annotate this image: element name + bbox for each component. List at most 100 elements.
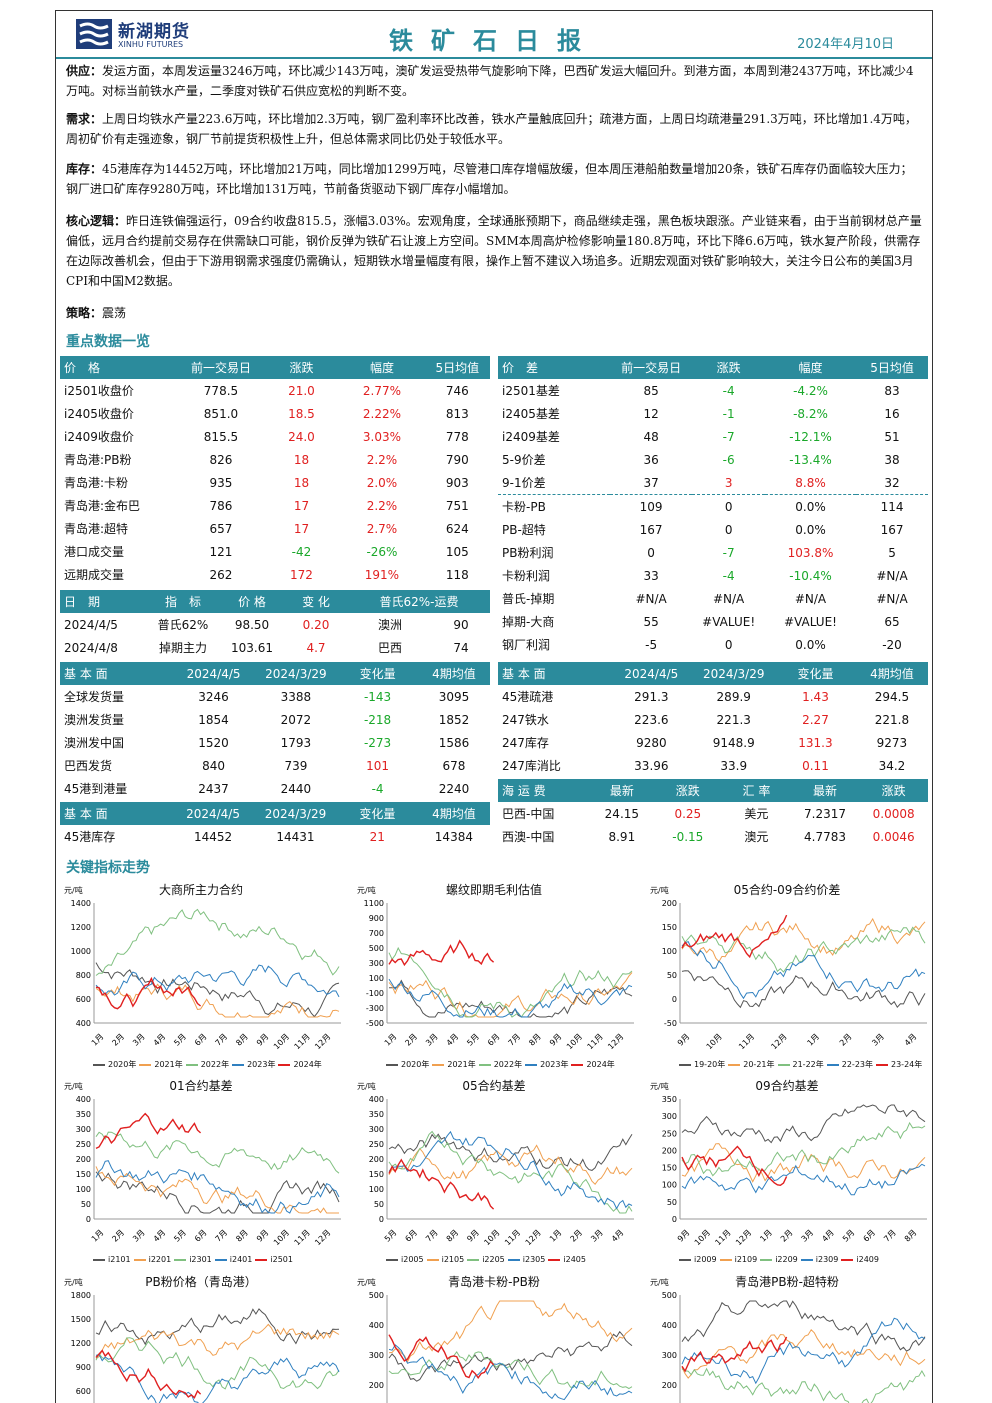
table-cell: 167 (880, 522, 904, 537)
trend-chart: 200 150 100 50 0 -50 9月 10月 11月 12月 1月 2月 3月 4月 元/吨 05合… (642, 881, 932, 1071)
x-tick-label: 2月 (403, 1032, 419, 1048)
table-cell: 33.96 (634, 758, 669, 773)
series-line (95, 1308, 340, 1346)
table-cell: i2405收盘价 (64, 407, 134, 421)
table-cell: -13.4% (789, 452, 832, 467)
chart-unit: 元/吨 (650, 1082, 669, 1091)
freight-fx-table: 海 运 费最新 涨跌汇 率最新 涨跌 巴西-中国 24.15 0.25 美元 7.2317 0.… (498, 779, 928, 848)
table-header-cell: 幅度 (764, 356, 857, 379)
table-row: i2501基差 85 -4 -4.2% 83 (498, 379, 928, 402)
table-cell: 14384 (434, 829, 473, 844)
table-cell: #VALUE! (702, 614, 756, 629)
x-tick-label: 10月 (705, 1032, 724, 1051)
x-tick-label: 10月 (272, 1228, 291, 1247)
x-tick-label: 10月 (272, 1032, 291, 1051)
chart-legend: 19-20年 20-21年 21-22年 22-23年 23-24年 (676, 1059, 922, 1070)
table-cell: 普氏62% (157, 618, 209, 632)
table-cell: -218 (363, 712, 392, 727)
x-tick-label: 12月 (734, 1228, 753, 1247)
table-cell: 221.8 (874, 712, 910, 727)
table-cell: 903 (445, 475, 469, 490)
table-row: 卡粉利润 33 -4 -10.4% #N/A (498, 564, 928, 587)
table-cell: 0.0008 (872, 806, 915, 821)
table-header-cell: 2024/4/5 (172, 662, 255, 685)
series-line (388, 1144, 633, 1185)
table-cell: 935 (209, 475, 233, 490)
table-cell: 172 (290, 567, 313, 582)
table-header-cell: 5日均值 (424, 356, 490, 379)
spread-table: 价 差前一交易日 涨跌 幅度 5日均值 i2501基差 85 -4 -4.2% 83 i2405基… (498, 356, 928, 656)
table-cell: 澳洲 (378, 618, 403, 632)
table-cell: 5-9价差 (502, 453, 546, 467)
table-cell: 16 (884, 406, 900, 421)
series-line (95, 1353, 340, 1403)
y-tick-label: 50 (81, 1200, 91, 1209)
table-header-cell: 5日均值 (856, 356, 928, 379)
table-cell: 0 (647, 545, 655, 560)
table-row: 5-9价差 36 -6 -13.4% 38 (498, 448, 928, 471)
table-cell: 青岛港:卡粉 (64, 476, 129, 490)
table-header-cell: 价 格 (220, 590, 284, 613)
x-tick-label: 11月 (713, 1228, 732, 1247)
table-cell: #N/A (635, 591, 667, 606)
y-tick-label: 200 (76, 1155, 91, 1164)
y-tick-label: 150 (76, 1170, 91, 1179)
y-tick-label: 1500 (71, 1315, 91, 1324)
chart-legend: 2020年 2021年 2022年 2023年 2024年 (90, 1059, 322, 1070)
y-tick-label: 100 (662, 947, 677, 956)
table-cell: 0.0% (795, 499, 826, 514)
series-line (388, 1130, 633, 1210)
chart-title: 青岛港卡粉-PB粉 (448, 1275, 540, 1289)
series-line (95, 1323, 340, 1360)
table-cell: 4.7783 (804, 829, 847, 844)
table-cell: -7 (722, 429, 735, 444)
series-line (681, 1104, 926, 1144)
trend-chart: 1100 900 700 500 300 100 -100 -300 -500 1月 2月 3月 4月 5… (349, 881, 639, 1071)
table-row: 巴西-中国 24.15 0.25 美元 7.2317 0.0008 (498, 802, 928, 825)
series-line (95, 908, 340, 976)
x-tick-label: 4月 (152, 1228, 168, 1244)
table-row: 青岛港:卡粉 935 18 2.0% 903 (60, 471, 490, 494)
table-cell: 8.91 (608, 829, 636, 844)
table-cell: i2501基差 (502, 384, 560, 398)
x-tick-label: 10月 (565, 1032, 584, 1051)
supply-paragraph: 供应：发运方面，本周发运量3246万吨，环比减少143万吨，澳矿发运受热带气旋影… (66, 64, 914, 98)
table-header-cell: 价 差 (498, 356, 610, 379)
x-tick-label: 5月 (172, 1228, 188, 1244)
y-tick-label: 400 (76, 1019, 91, 1028)
series-line (681, 1163, 926, 1196)
y-tick-label: 0 (86, 1215, 91, 1224)
x-tick-label: 9月 (548, 1032, 564, 1048)
table-cell: 105 (445, 544, 469, 559)
table-row: 247库消比 33.96 33.9 0.11 34.2 (498, 754, 928, 777)
series-line (681, 1300, 926, 1352)
report-date: 2024年4月10日 (797, 37, 894, 52)
table-cell: 3388 (280, 689, 312, 704)
table-cell: 48 (643, 429, 659, 444)
y-tick-label: -100 (366, 989, 384, 998)
y-tick-label: 100 (76, 1185, 91, 1194)
table-header-cell: 基 本 面 (498, 662, 611, 685)
x-tick-label: 7月 (424, 1228, 440, 1244)
y-tick-label: 1800 (71, 1291, 91, 1300)
table-cell: i2405基差 (502, 407, 560, 421)
table-cell: 17 (293, 498, 310, 513)
y-tick-label: 200 (662, 899, 677, 908)
table-row: 钢厂利润 -5 0 0.0% -20 (498, 633, 928, 656)
series-line (388, 1334, 495, 1379)
y-tick-label: 50 (667, 1198, 677, 1207)
table-row: PB-超特 167 0 0.0% 167 (498, 518, 928, 541)
table-cell: 0.0% (795, 637, 826, 652)
x-tick-label: 3月 (131, 1032, 147, 1048)
table-cell: 0.11 (802, 758, 829, 773)
table-header-cell: 涨跌 (263, 356, 340, 379)
table-cell: #VALUE! (784, 614, 837, 629)
table-cell: 澳元 (744, 830, 769, 844)
table-cell: 778 (445, 429, 469, 444)
y-tick-label: 100 (369, 974, 384, 983)
x-tick-label: 3月 (424, 1032, 440, 1048)
chart-title: PB粉价格（青岛港） (145, 1275, 257, 1289)
table-cell: -7 (722, 545, 735, 560)
chart-legend: i2005 i2105 i2205 i2305 i2405 (383, 1255, 586, 1264)
